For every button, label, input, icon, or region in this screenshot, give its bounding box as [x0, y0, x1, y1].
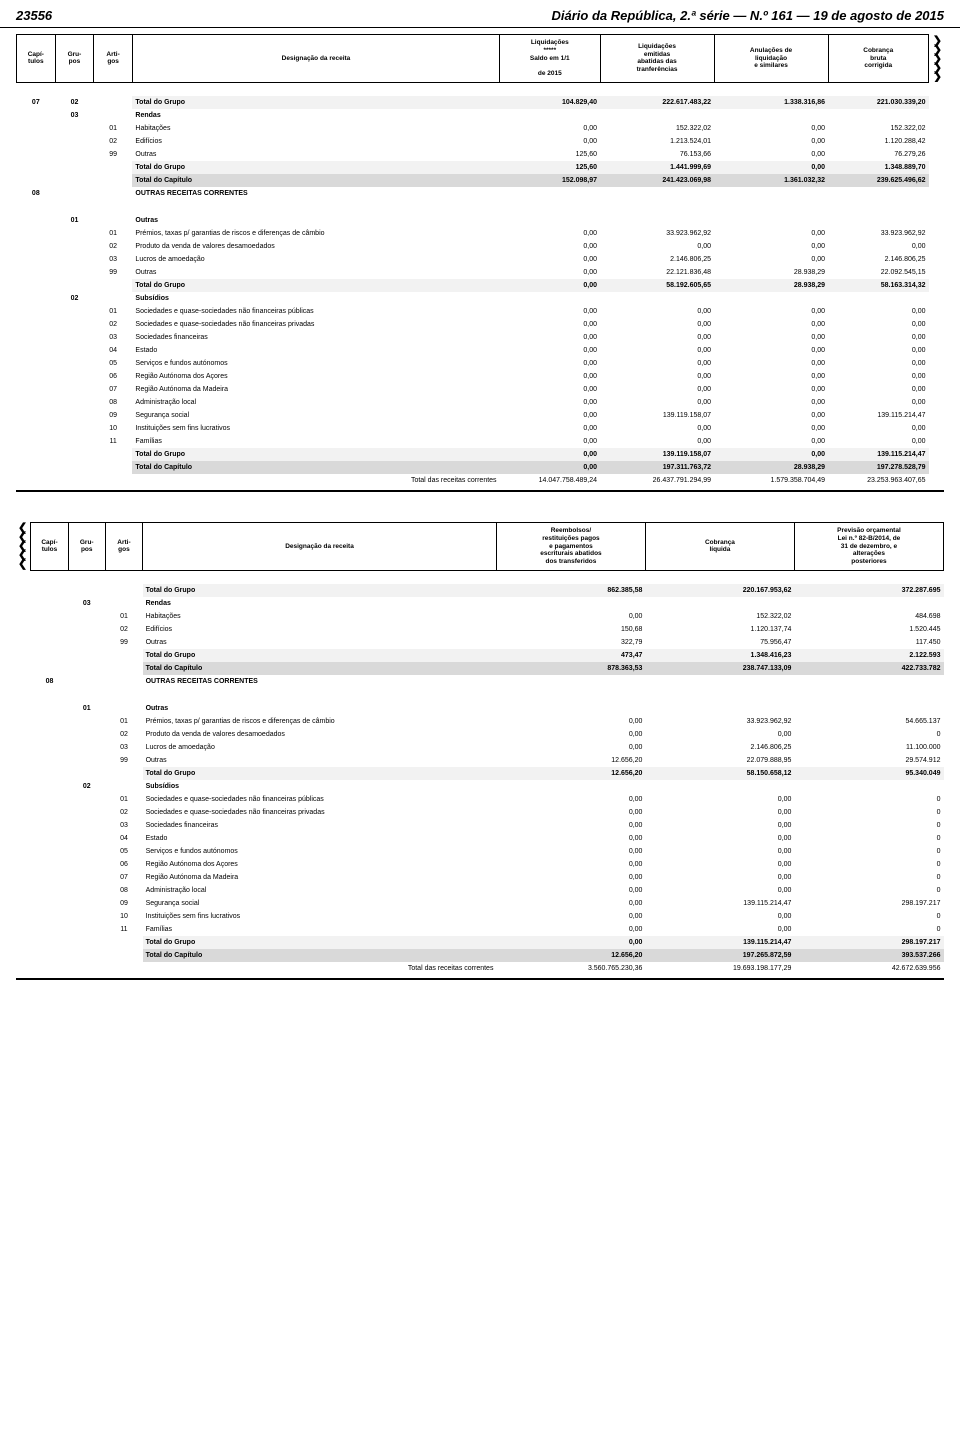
table2-section: ❮❮❮❮❮ Capí-tulos Gru-pos Arti-gos Design… [0, 522, 960, 1010]
table-row: 08Administração local 0,000,000,000,00 [17, 396, 945, 409]
cell: Rendas [132, 109, 499, 122]
cell: Edifícios [132, 135, 499, 148]
table-row: 02Edifícios 150,681.120.137,741.520.445 [16, 623, 944, 636]
table-row: 04Estado 0,000,000 [16, 832, 944, 845]
table-row: 01Prémios, taxas p/ garantias de riscos … [16, 715, 944, 728]
table-row: 01 Outras [16, 702, 944, 715]
th-des: Designação da receita [132, 35, 499, 83]
chevron-left-icon: ❮❮❮❮❮ [18, 524, 27, 569]
table-row: 03Lucros de amoedação 0,002.146.806,2511… [16, 741, 944, 754]
table-row: 06Região Autónoma dos Açores 0,000,000,0… [17, 370, 945, 383]
table-row: 08Administração local 0,000,000 [16, 884, 944, 897]
table-row: Total do Grupo 473,471.348.416,232.122.5… [16, 649, 944, 662]
table-row: 09Segurança social 0,00139.119.158,070,0… [17, 409, 945, 422]
table-row: 02 Subsídios [17, 292, 945, 305]
table-row: 05Serviços e fundos autónomos 0,000,000 [16, 845, 944, 858]
table-row: 10Instituições sem fins lucrativos 0,000… [16, 910, 944, 923]
table-row: 07Região Autónoma da Madeira 0,000,000 [16, 871, 944, 884]
table-row: 02 Subsídios [16, 780, 944, 793]
table-row: 01Sociedades e quase-sociedades não fina… [16, 793, 944, 806]
table-row: Total do Grupo 12.656,2058.150.658,1295.… [16, 767, 944, 780]
th-cap: Capí-tulos [31, 522, 68, 570]
table-row: 99Outras 0,0022.121.836,4828.938,2922.09… [17, 266, 945, 279]
table-row: 01Sociedades e quase-sociedades não fina… [17, 305, 945, 318]
th-d: Cobrançabrutacorrigida [828, 35, 928, 83]
table-row: 02 Edifícios 0,001.213.524,010,001.120.2… [17, 135, 945, 148]
table-row: 02Sociedades e quase-sociedades não fina… [16, 806, 944, 819]
table-row: 09Segurança social 0,00139.115.214,47298… [16, 897, 944, 910]
table-row: 11Famílias 0,000,000 [16, 923, 944, 936]
table-row: Total do Grupo 0,00139.119.158,070,00139… [17, 448, 945, 461]
cell: 222.617.483,22 [600, 96, 714, 109]
th-b: Liquidaçõesemitidasabatidas dastranferên… [600, 35, 714, 83]
cell: 221.030.339,20 [828, 96, 928, 109]
table2: ❮❮❮❮❮ Capí-tulos Gru-pos Arti-gos Design… [16, 522, 944, 975]
table-row: Total do Grupo 125,601.441.999,690,001.3… [17, 161, 945, 174]
table-row: 01 Outras [17, 214, 945, 227]
table-row: 03Lucros de amoedação 0,002.146.806,250,… [17, 253, 945, 266]
chevron-right-icon: ❯❯❯❯❯ [933, 37, 942, 82]
th-gru: Gru-pos [68, 522, 105, 570]
table2-end-rule [16, 978, 944, 980]
table-row: 11Famílias 0,000,000,000,00 [17, 435, 945, 448]
table-row: Total das receitas correntes 14.047.758.… [17, 474, 945, 487]
table-row: Total das receitas correntes 3.560.765.2… [16, 962, 944, 975]
table1-section: Capí-tulos Gru-pos Arti-gos Designação d… [0, 34, 960, 522]
th-gru: Gru-pos [55, 35, 94, 83]
th-c: Anulações deliquidaçãoe similares [714, 35, 828, 83]
table-row: 03Sociedades financeiras 0,000,000,000,0… [17, 331, 945, 344]
table-row: 10Instituições sem fins lucrativos 0,000… [17, 422, 945, 435]
table-row: 01Habitações 0,00152.322,02484.698 [16, 610, 944, 623]
table-row: 03Sociedades financeiras 0,000,000 [16, 819, 944, 832]
table-row: Total do Capítulo 152.098,97241.423.069,… [17, 174, 945, 187]
table-row: 0702 Total do Grupo 104.829,40 222.617.4… [17, 96, 945, 109]
chevron-left-col: ❮❮❮❮❮ [16, 522, 31, 570]
chevron-right-col: ❯❯❯❯❯ [929, 35, 945, 83]
cell: OUTRAS RECEITAS CORRENTES [132, 187, 499, 200]
table-row: 05Serviços e fundos autónomos 0,000,000,… [17, 357, 945, 370]
table-row: 99Outras 12.656,2022.079.888,9529.574.91… [16, 754, 944, 767]
cell: Total do Grupo [132, 96, 499, 109]
table-row: 03 Rendas [16, 597, 944, 610]
cell: 104.829,40 [500, 96, 600, 109]
th-x2: Cobrançalíquida [645, 522, 794, 570]
cell: Outras [132, 148, 499, 161]
page-title: Diário da República, 2.ª série — N.º 161… [552, 8, 945, 23]
th-des: Designação da receita [143, 522, 497, 570]
table-row: 03Rendas [17, 109, 945, 122]
table-row: 01Prémios, taxas p/ garantias de riscos … [17, 227, 945, 240]
table-row: 99 Outras 125,6076.153,660,0076.279,26 [17, 148, 945, 161]
table-row: 01 Habitações 0,00152.322,020,00152.322,… [17, 122, 945, 135]
table-row: 08 OUTRAS RECEITAS CORRENTES [17, 187, 945, 200]
th-a: Liquidações*****Saldo em 1/1de 2015 [500, 35, 600, 83]
table-row: 06Região Autónoma dos Açores 0,000,000 [16, 858, 944, 871]
th-cap: Capí-tulos [17, 35, 56, 83]
table-row: Total do Grupo 862.385,58220.167.953,623… [16, 584, 944, 597]
table-row: 02Produto da venda de valores desamoedad… [17, 240, 945, 253]
table-row: Total do Capítulo 0,00197.311.763,7228.9… [17, 461, 945, 474]
th-x1: Reembolsos/restituições pagose pagamento… [496, 522, 645, 570]
th-x3: Previsão orçamentalLei n.º 82-B/2014, de… [794, 522, 943, 570]
table-row: 04Estado 0,000,000,000,00 [17, 344, 945, 357]
th-art: Arti-gos [105, 522, 142, 570]
table-row: Total do Grupo 0,0058.192.605,6528.938,2… [17, 279, 945, 292]
table-row: 08 OUTRAS RECEITAS CORRENTES [16, 675, 944, 688]
header-separator [0, 27, 960, 28]
table-row: 99Outras 322,7975.956,47117.450 [16, 636, 944, 649]
th-art: Arti-gos [94, 35, 133, 83]
table1: Capí-tulos Gru-pos Arti-gos Designação d… [16, 34, 944, 487]
table-row: Total do Capítulo 878.363,53238.747.133,… [16, 662, 944, 675]
table1-end-rule [16, 490, 944, 492]
cell: Habitações [132, 122, 499, 135]
table-row: Total do Capítulo 12.656,20197.265.872,5… [16, 949, 944, 962]
table-row: 07Região Autónoma da Madeira 0,000,000,0… [17, 383, 945, 396]
page-header: 23556 Diário da República, 2.ª série — N… [0, 0, 960, 27]
table-row: 02Produto da venda de valores desamoedad… [16, 728, 944, 741]
page-number: 23556 [16, 8, 52, 23]
cell: 1.338.316,86 [714, 96, 828, 109]
table-row: 02Sociedades e quase-sociedades não fina… [17, 318, 945, 331]
table-row: Total do Grupo 0,00139.115.214,47298.197… [16, 936, 944, 949]
